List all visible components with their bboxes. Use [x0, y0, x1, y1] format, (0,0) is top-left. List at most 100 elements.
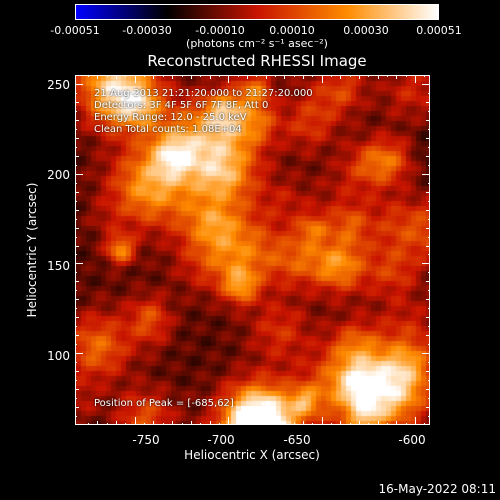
x-axis-tick	[134, 75, 136, 83]
generation-timestamp: 16-May-2022 08:11	[378, 482, 496, 496]
y-axis-tick	[75, 290, 77, 292]
x-axis-tick	[349, 75, 351, 77]
x-axis-tick	[265, 75, 267, 79]
x-axis-tick	[415, 75, 417, 83]
y-axis-tick	[75, 200, 77, 202]
y-axis-tick	[428, 75, 430, 76]
y-axis-tick	[75, 155, 79, 157]
x-axis-tick	[396, 75, 398, 79]
x-axis-tick	[359, 421, 360, 425]
colorbar-tick-label: 0.00030	[343, 24, 389, 37]
y-axis-tick	[428, 380, 430, 382]
y-axis-tick	[428, 92, 430, 94]
y-axis-tick	[75, 317, 79, 319]
x-axis-tick	[274, 75, 276, 77]
y-axis-tick	[426, 407, 430, 409]
x-axis-tick	[387, 75, 389, 77]
x-axis-tick	[228, 75, 230, 83]
y-axis-tick	[422, 83, 430, 85]
x-axis-tick	[312, 75, 314, 77]
y-axis-tick	[426, 101, 430, 103]
y-axis-tick	[422, 263, 430, 265]
y-axis-tick	[75, 227, 79, 229]
y-axis-tick	[75, 326, 77, 328]
x-axis-tick	[125, 75, 127, 77]
y-axis-tick	[428, 308, 430, 310]
y-axis-tick	[426, 389, 430, 391]
y-axis-tick	[75, 182, 77, 184]
x-axis-tick	[368, 423, 370, 425]
colorbar-tick-label: -0.00030	[122, 24, 172, 37]
x-axis-tick	[396, 421, 398, 425]
x-axis-tick	[293, 423, 295, 425]
colorbar-tick-label: -0.00010	[195, 24, 245, 37]
x-axis-tick	[377, 421, 379, 425]
x-axis-tick	[424, 423, 426, 425]
x-axis-tick	[415, 417, 417, 425]
colorbar-units-label: (photons cm⁻² s⁻¹ asec⁻²)	[186, 37, 328, 50]
x-axis-tick	[405, 423, 407, 425]
y-axis-tick	[75, 254, 77, 256]
y-axis-tick	[75, 344, 77, 346]
y-axis-tick	[428, 200, 430, 202]
y-axis-tick	[75, 335, 79, 337]
y-axis-tick	[428, 146, 430, 148]
x-axis-tick	[88, 423, 90, 425]
y-axis-tick	[75, 398, 77, 400]
y-axis-tick	[75, 119, 79, 121]
x-axis-tick	[340, 75, 342, 79]
y-axis-tick	[75, 380, 77, 382]
annotation-energy-range: Energy Range: 12.0 - 25.0 keV	[94, 112, 247, 123]
peak-position-label: Position of Peak = [-685,62]	[94, 398, 234, 409]
chart-title: Reconstructed RHESSI Image	[147, 52, 367, 70]
x-axis-tick	[162, 75, 164, 77]
y-axis-tick	[75, 281, 79, 283]
x-axis-tick	[125, 423, 127, 425]
annotation-detectors: Detectors: 3F 4F 5F 6F 7F 8F, Att 0	[94, 100, 269, 111]
y-axis-tick	[428, 218, 430, 220]
x-axis-tick	[200, 423, 202, 425]
colorbar-tick-label: 0.00010	[269, 24, 315, 37]
x-axis-tick	[330, 75, 332, 77]
y-axis-tick	[75, 83, 83, 85]
y-axis-tick	[75, 101, 79, 103]
y-axis-label: Heliocentric Y (arcsec)	[25, 182, 39, 318]
x-axis-tick	[162, 423, 164, 425]
y-axis-tick	[426, 335, 430, 337]
y-axis-tick	[428, 290, 430, 292]
y-axis-tick	[426, 191, 430, 193]
y-axis-tick	[75, 236, 77, 238]
x-axis-tick	[144, 75, 146, 77]
x-axis-tick	[349, 423, 351, 425]
y-axis-tick	[75, 407, 79, 409]
x-tick-label: -600	[398, 433, 426, 447]
x-axis-tick	[97, 421, 99, 425]
x-axis-tick	[116, 75, 118, 79]
x-axis-tick	[237, 423, 239, 425]
y-axis-tick	[75, 353, 83, 355]
y-axis-tick	[428, 272, 430, 274]
x-axis-tick	[144, 423, 146, 425]
y-axis-tick	[428, 398, 430, 400]
x-axis-tick	[284, 421, 286, 425]
x-axis-tick	[200, 75, 202, 77]
y-axis-tick	[422, 173, 430, 175]
y-axis-tick	[75, 218, 77, 220]
y-axis-tick	[75, 146, 77, 148]
y-axis-tick	[75, 92, 77, 94]
x-axis-tick	[387, 423, 389, 425]
x-axis-tick	[246, 421, 248, 425]
colorbar	[75, 4, 439, 20]
x-axis-tick	[153, 75, 155, 79]
y-axis-tick	[428, 128, 430, 130]
y-axis-tick	[428, 362, 430, 364]
x-axis-tick	[321, 417, 323, 425]
x-axis-tick	[330, 423, 332, 425]
y-axis-tick	[75, 299, 79, 301]
x-axis-label: Heliocentric X (arcsec)	[184, 448, 320, 462]
y-tick-label: 250	[47, 78, 70, 92]
y-axis-tick	[75, 245, 79, 247]
x-axis-tick	[256, 75, 258, 77]
x-axis-tick	[190, 75, 192, 79]
y-axis-tick	[75, 362, 77, 364]
